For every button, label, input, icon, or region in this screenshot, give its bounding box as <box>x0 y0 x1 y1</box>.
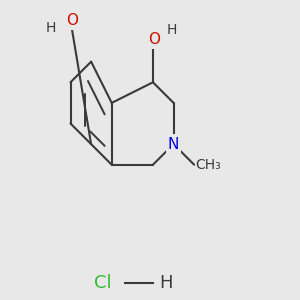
Text: CH₃: CH₃ <box>196 158 221 172</box>
Text: O: O <box>148 32 160 47</box>
Text: Cl: Cl <box>94 274 112 292</box>
Text: O: O <box>66 13 78 28</box>
Text: H: H <box>159 274 172 292</box>
Text: H: H <box>167 23 178 37</box>
Text: H: H <box>46 21 56 35</box>
Text: N: N <box>168 136 179 152</box>
